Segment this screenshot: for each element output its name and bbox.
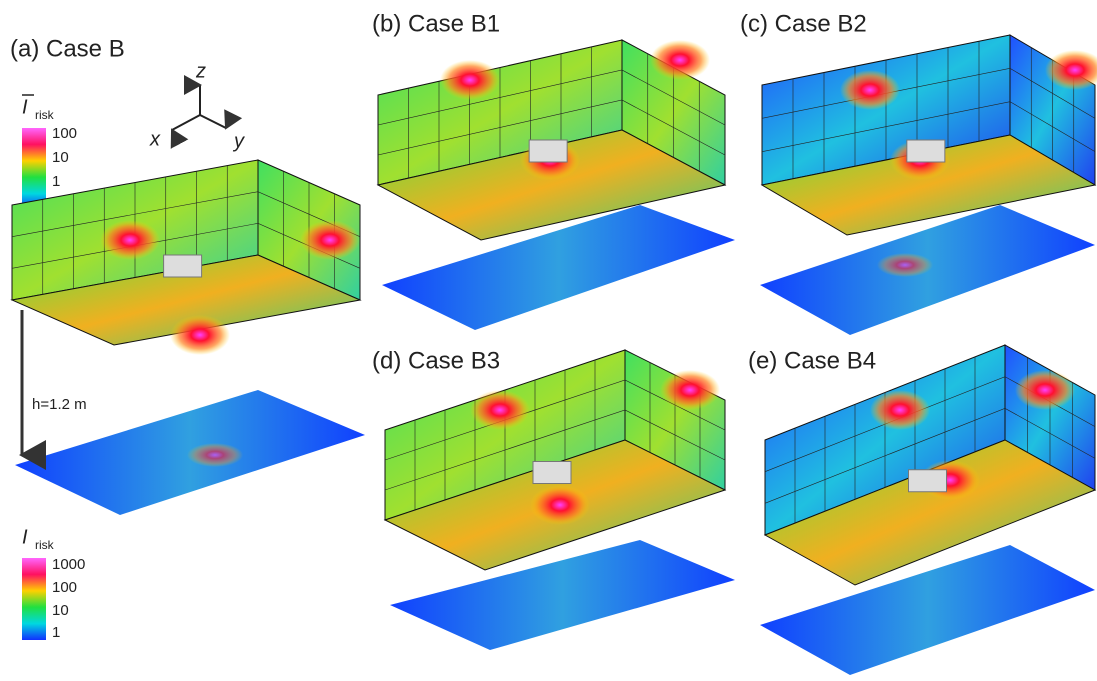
hot-spot [877,253,933,277]
air-unit [906,139,946,163]
colorbar-subscript: risk [35,538,55,552]
panel-label: (d) Case B3 [372,347,500,374]
axis-label: z [195,60,206,82]
colorbar-tick: 100 [52,125,77,142]
axis-icon [170,75,243,149]
air-unit [528,139,568,163]
mesh-line [377,69,726,126]
axis-arrow [199,109,243,130]
plane-floor [760,545,1095,675]
hot-spot [1045,50,1097,90]
axis-label: y [232,130,245,152]
colorbar-tick: 1000 [52,556,85,573]
axis-label: x [149,128,161,150]
mesh-line [764,408,1096,504]
colorbar-tick: 10 [52,149,69,166]
hot-spot [1015,370,1075,410]
mesh-line [761,101,1096,152]
colorbar-tick: 1 [52,624,60,641]
panel-label: (c) Case B2 [740,10,867,37]
panel-label: (a) Case B [10,35,125,62]
mesh-line [384,409,726,491]
hot-spot [470,390,530,430]
hot-spot [870,390,930,430]
mesh-line [761,68,1096,119]
colorbar [22,128,46,210]
plane-floor [390,540,735,650]
hot-spot [530,485,590,525]
hot-spot [440,60,500,100]
colorbar-symbol: I [22,96,28,118]
hot-spot [100,220,160,260]
hot-spot [187,443,243,467]
air-unit [908,469,947,493]
colorbar-tick: 100 [52,579,77,596]
mesh-line [764,376,1096,472]
colorbar-tick: 10 [52,602,69,619]
colorbar-subscript: risk [35,108,55,122]
panel-titles: (a) Case B (b) Case B1 (c) Case B2 (d) C… [10,10,876,374]
air-unit [532,461,572,484]
colorbar-symbol: I [22,526,28,548]
colorbar [22,558,46,640]
colorbar-tick: 1 [52,173,60,190]
hot-spot [840,70,900,110]
panel-label: (b) Case B1 [372,10,500,37]
mesh-line [384,379,726,461]
hot-spot [170,315,230,355]
colorbar-local: I risk 1000 100 10 1 [22,526,85,641]
hot-spot [660,370,720,410]
rooms [10,34,1097,675]
mesh-line [377,99,726,156]
axis-arrow [170,114,201,149]
panel-label: (e) Case B4 [748,347,876,374]
hot-spot [650,40,710,80]
hot-spot [300,220,360,260]
plane-floor [382,205,735,330]
height-label: h=1.2 m [32,396,87,413]
air-unit [163,254,203,278]
